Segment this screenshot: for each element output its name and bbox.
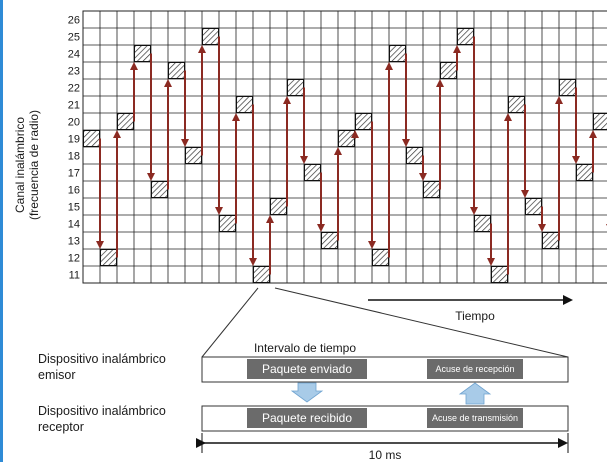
channel-tick-21: 21 <box>68 100 80 112</box>
channel-tick-11: 11 <box>69 270 80 282</box>
packet-sent-box <box>247 359 367 379</box>
ack-transmitted-box <box>427 408 523 428</box>
hop-cell <box>389 45 406 62</box>
hop-cell <box>372 249 389 266</box>
channel-tick-15: 15 <box>68 202 80 214</box>
channel-tick-labels: 26 25 24 23 22 21 20 19 18 17 16 15 14 13 12 11 <box>68 15 80 282</box>
channel-tick-16: 16 <box>68 185 80 197</box>
channel-tick-19: 19 <box>68 134 80 146</box>
hop-cell <box>559 79 576 96</box>
y-axis-label-line2: (frecuencia de radio) <box>27 110 41 220</box>
sender-label-line1: Dispositivo inalámbrico <box>38 352 166 366</box>
hop-cell <box>83 130 100 147</box>
hop-cell <box>423 181 440 198</box>
hop-cell <box>525 198 542 215</box>
hop-cell <box>440 62 457 79</box>
channel-tick-23: 23 <box>68 66 80 78</box>
hop-cell <box>542 232 559 249</box>
hop-cell <box>100 249 117 266</box>
hop-cell <box>508 96 525 113</box>
hop-cell <box>321 232 338 249</box>
channel-tick-17: 17 <box>68 168 80 180</box>
receiver-label: Dispositivo inalámbrico receptor <box>38 403 166 435</box>
ack-received-box <box>427 359 523 379</box>
ack-received-label: Acuse de recepción <box>435 364 514 374</box>
interval-label: Intervalo de tiempo <box>254 341 356 355</box>
hop-cell <box>117 113 134 130</box>
hop-cell <box>219 215 236 232</box>
hop-cell <box>474 215 491 232</box>
channel-tick-22: 22 <box>68 83 80 95</box>
hop-cell <box>168 62 185 79</box>
packet-received-box <box>247 408 367 428</box>
hop-cell <box>457 28 474 45</box>
hop-cell <box>134 45 151 62</box>
hop-cell <box>304 164 321 181</box>
channel-tick-13: 13 <box>68 236 80 248</box>
hop-cell <box>185 147 202 164</box>
hop-cell <box>236 96 253 113</box>
y-axis-label-line1: Canal inalámbrico <box>13 117 27 213</box>
channel-tick-20: 20 <box>68 117 80 129</box>
channel-tick-24: 24 <box>68 49 80 61</box>
hop-cell <box>253 266 270 283</box>
receiver-label-line2: receptor <box>38 420 84 434</box>
up-arrow-icon <box>458 382 492 405</box>
hop-arrows <box>96 36 607 275</box>
down-arrow-icon <box>290 382 324 403</box>
zoom-line-right <box>274 287 569 358</box>
hop-cell <box>270 198 287 215</box>
hop-cell <box>491 266 508 283</box>
channel-tick-18: 18 <box>68 151 80 163</box>
receiver-label-line1: Dispositivo inalámbrico <box>38 404 166 418</box>
sender-label-line2: emisor <box>38 368 76 382</box>
channel-tick-25: 25 <box>68 32 80 44</box>
packet-received-label: Paquete recibido <box>262 411 352 425</box>
hop-cell <box>338 130 355 147</box>
hop-cell <box>406 147 423 164</box>
hop-cell <box>576 164 593 181</box>
channel-tick-26: 26 <box>68 15 80 27</box>
ack-transmitted-label: Acuse de transmisión <box>432 413 518 423</box>
hop-cell <box>202 28 219 45</box>
sender-label: Dispositivo inalámbrico emisor <box>38 351 166 383</box>
channel-tick-12: 12 <box>68 253 80 265</box>
hop-cell <box>287 79 304 96</box>
hop-cell <box>151 181 168 198</box>
accent-bar <box>0 0 3 462</box>
duration-label: 10 ms <box>369 448 402 462</box>
hop-cell <box>593 113 607 130</box>
time-axis-label: Tiempo <box>455 309 495 323</box>
zoom-line-left <box>201 287 259 358</box>
channel-tick-14: 14 <box>68 219 80 231</box>
packet-sent-label: Paquete enviado <box>262 362 352 376</box>
hop-cell <box>355 113 372 130</box>
